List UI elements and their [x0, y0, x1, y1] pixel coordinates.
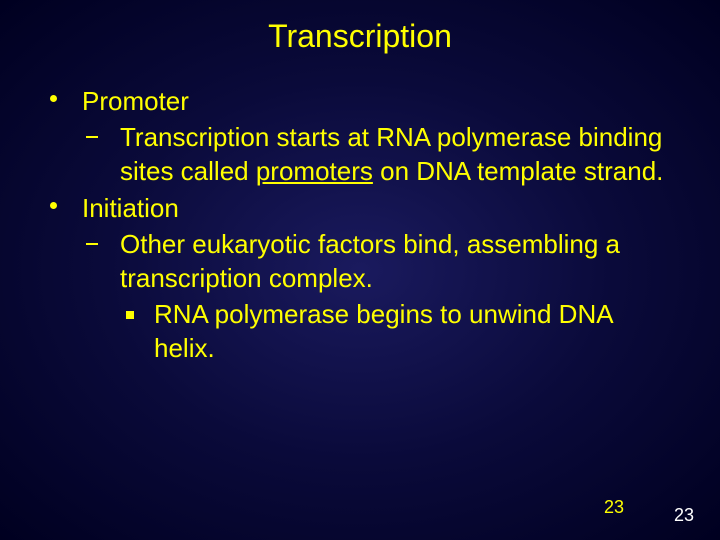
bullet-promoter: Promoter Transcription starts at RNA pol… — [50, 85, 680, 188]
dot-icon — [50, 202, 57, 209]
page-number-yellow: 23 — [604, 497, 624, 518]
subbullet-text-post: on DNA template strand. — [373, 156, 663, 186]
subsubbullet-1: RNA polymerase begins to unwind DNA heli… — [120, 298, 680, 366]
subbullet-text-underline: promoters — [256, 156, 373, 186]
slide: Transcription Promoter Transcription sta… — [0, 0, 720, 540]
dash-icon — [86, 243, 98, 245]
bullet-initiation: Initiation Other eukaryotic factors bind… — [50, 192, 680, 365]
bullet-label: Promoter — [82, 86, 189, 116]
slide-content: Promoter Transcription starts at RNA pol… — [0, 55, 720, 365]
dot-icon — [50, 95, 57, 102]
page-number-white: 23 — [674, 505, 694, 526]
subsubbullet-text: RNA polymerase begins to unwind DNA heli… — [154, 299, 612, 363]
slide-title: Transcription — [0, 0, 720, 55]
subbullet-initiation-1: Other eukaryotic factors bind, assemblin… — [82, 228, 680, 365]
dash-icon — [86, 136, 98, 138]
subbullet-text-pre: Other eukaryotic factors bind, assemblin… — [120, 229, 620, 293]
subbullet-promoter-1: Transcription starts at RNA polymerase b… — [82, 121, 680, 189]
square-icon — [126, 311, 134, 319]
bullet-label: Initiation — [82, 193, 179, 223]
